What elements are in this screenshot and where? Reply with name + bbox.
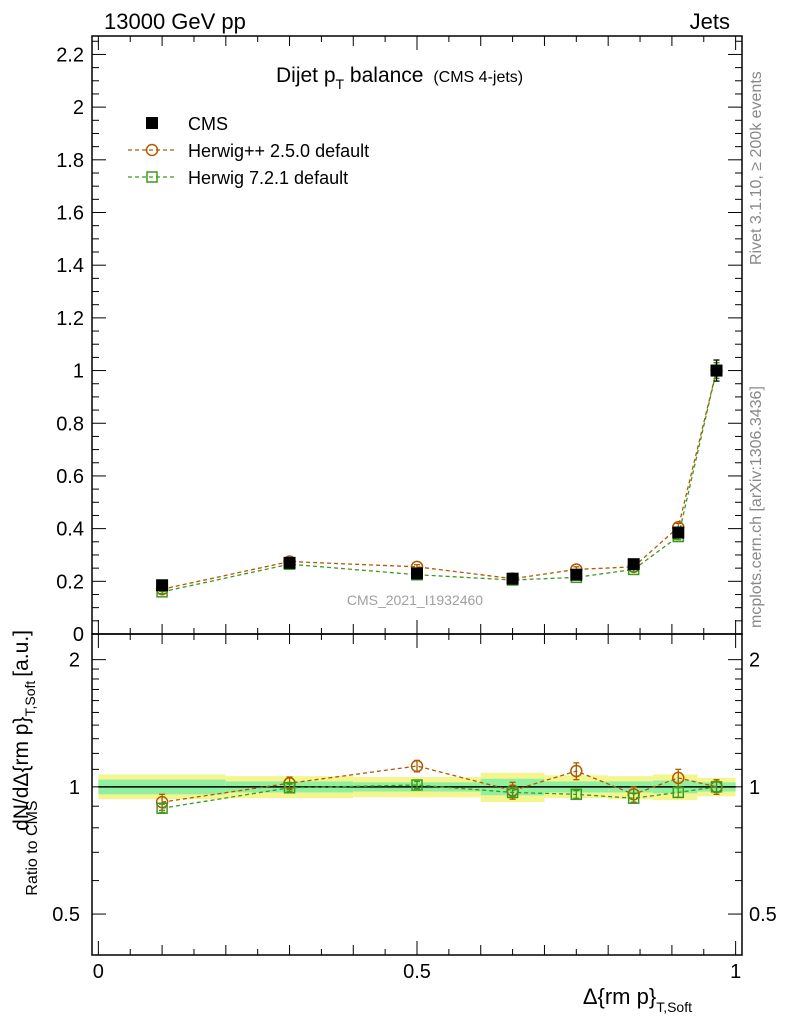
ratio-ytick-label-right: 1 (749, 777, 760, 799)
ratio-series-0-point (570, 764, 583, 778)
ratio-series-0-line (162, 765, 717, 803)
ytick-label: 1.2 (56, 308, 84, 330)
rivet-label: Rivet 3.1.10, ≥ 200k events (748, 71, 765, 265)
legend-marker-1 (145, 143, 159, 157)
ratio-ytick-label: 0.5 (52, 904, 80, 926)
main-data-series-0-point (570, 568, 583, 581)
legend-label-0: CMS (188, 114, 228, 134)
ratio-series-1-point (570, 788, 583, 801)
chart-title-rest: balance (344, 64, 423, 87)
main-mc-series-0-line (161, 370, 718, 590)
main-data-series-0-point (627, 558, 640, 571)
ratio-series-1-point (283, 782, 296, 794)
ratio-ylabel: Ratio to CMS (24, 800, 41, 895)
xtick-label: 0 (93, 961, 104, 983)
ratio-series-1-line (161, 784, 717, 809)
ytick-label: 2.2 (56, 44, 84, 66)
main-data-series-0-point (411, 567, 423, 580)
ytick-label: 0.6 (56, 466, 84, 488)
xlabel-sub: T,Soft (656, 999, 692, 1015)
header-right: Jets (690, 9, 730, 34)
ratio-series (155, 759, 723, 814)
header-left: 13000 GeV pp (104, 9, 246, 34)
main-data-series-0-point (506, 572, 519, 585)
legend-label-1: Herwig++ 2.5.0 default (188, 141, 369, 161)
watermark: CMS_2021_I1932460 (347, 592, 483, 608)
xtick-label: 1 (730, 961, 741, 983)
ratio-series-0-point (410, 759, 424, 773)
chart-title: Dijet pT balance (CMS 4-jets) (276, 64, 523, 92)
main-ylabel-unit: [a.u.] (10, 630, 33, 677)
main-data-series-0-point (283, 556, 296, 569)
chart-title-sub: T (336, 76, 345, 92)
ytick-label: 0 (73, 624, 84, 646)
ratio-series-1-point (672, 786, 685, 799)
legend-marker-2 (146, 171, 158, 183)
ytick-label: 0.2 (56, 571, 84, 593)
ytick-label: 1.4 (56, 255, 84, 277)
ratio-ytick-label-right: 0.5 (749, 904, 777, 926)
ytick-label: 2 (73, 97, 84, 119)
xtick-label: 0.5 (403, 961, 431, 983)
main-ylabel-sub: T,Soft (22, 681, 38, 717)
ratio-ytick-label: 1 (69, 777, 80, 799)
legend: CMS Herwig++ 2.5.0 default Herwig 7.2.1 de… (128, 114, 369, 188)
main-data-series-0-point (156, 579, 169, 592)
legend-label-2: Herwig 7.2.1 default (188, 168, 348, 188)
ratio-ytick-label: 2 (69, 650, 80, 672)
main-ylabel: dN/dΔ{rm p}T,Soft [a.u.] (10, 630, 38, 831)
xlabel: Δ{rm p}T,Soft (583, 984, 692, 1015)
main-data-series-0-point (672, 526, 685, 539)
ratio-series-1-point (156, 802, 168, 814)
chart-title-main: Dijet p (276, 64, 336, 87)
mcplots-label: mcplots.cern.ch [arXiv:1306.3436] (748, 386, 765, 628)
main-mc-series-1-line (161, 370, 718, 593)
xlabel-text: Δ{rm p} (583, 984, 656, 1009)
ytick-label: 1.6 (56, 203, 84, 225)
ratio-ytick-label-right: 2 (749, 650, 760, 672)
ytick-label: 1.8 (56, 150, 84, 172)
main-data-series-0-point (710, 364, 723, 377)
chart-title-note: (CMS 4-jets) (433, 69, 523, 86)
ratio-series-1-point (627, 792, 640, 804)
main-series (155, 359, 723, 598)
ytick-label: 0.4 (56, 519, 84, 541)
main-ylabel-text: dN/dΔ{rm p} (10, 717, 33, 831)
ratio-series-1-point (710, 781, 723, 793)
ratio-series-1-point (411, 779, 423, 791)
ytick-label: 0.8 (56, 413, 84, 435)
axis-ticks: 0 0.2 0.4 0.6 0.8 1 1.2 1.4 1.6 1.8 2 2.2 0 0.5 1 0.5 0.… (52, 36, 777, 983)
ratio-series-1-point (506, 786, 519, 799)
legend-marker-0 (146, 117, 158, 129)
ytick-label: 1 (73, 361, 84, 383)
ratio-series-0-point (672, 771, 685, 785)
